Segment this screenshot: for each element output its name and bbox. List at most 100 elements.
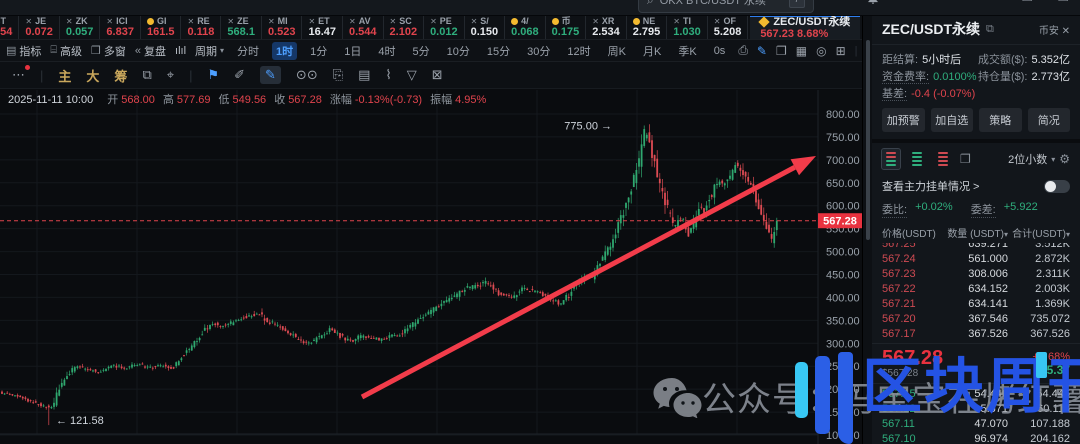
window-icon[interactable]: ❐	[1022, 0, 1033, 4]
toolbar-indicator[interactable]: ▤ 指标	[6, 45, 42, 58]
trash-icon[interactable]: ⊠	[431, 67, 443, 82]
ticker-item-4/[interactable]: 4/0.068	[505, 15, 546, 39]
pencil-icon[interactable]: ✎	[756, 43, 767, 58]
timeframe-15分[interactable]: 15分	[486, 45, 511, 58]
orderbook-row[interactable]: 567.15 54.446 54.446	[872, 386, 1080, 401]
ruler-icon[interactable]: ✐	[234, 67, 246, 82]
window-icon-2[interactable]: ❐	[1058, 0, 1069, 4]
magnet-icon[interactable]: ⌇	[385, 67, 392, 82]
ticker-item-TI[interactable]: ✕ TI 1.030	[667, 15, 708, 39]
candlestick-chart[interactable]: 800.00750.00700.00650.00600.00550.00500.…	[0, 90, 862, 444]
timeframe-季K[interactable]: 季K	[678, 45, 697, 58]
template-edit-icon[interactable]: ⧉	[142, 67, 152, 82]
panel-button-策略[interactable]: 策略	[979, 108, 1022, 132]
fullscreen-icon[interactable]: ⊞	[835, 43, 846, 58]
timeframe-10分[interactable]: 10分	[446, 45, 470, 58]
symbol-search[interactable]: ⌕ OKX BTC/USDT 永续 /	[638, 0, 814, 13]
more-icon[interactable]: ⋯	[12, 65, 30, 82]
ticker-item-PE[interactable]: ✕ PE 0.012	[424, 15, 465, 39]
pattern-icon[interactable]: ⊙⊙	[295, 67, 318, 82]
ticker-item-币[interactable]: 币 0.175	[546, 15, 587, 39]
orderbook-row[interactable]: 567.22 634.152 2.003K	[872, 281, 1080, 296]
target-icon[interactable]: ◎	[816, 43, 827, 58]
binance-icon	[632, 18, 640, 25]
camera-icon[interactable]: ⎙	[738, 43, 748, 57]
timeframe-1时[interactable]: 1时	[272, 41, 298, 60]
ticker-item-SC[interactable]: ✕ SC 2.102	[384, 15, 425, 39]
copy-icon[interactable]: ⧉	[986, 22, 994, 35]
timeframe-月K[interactable]: 月K	[643, 45, 662, 58]
active-symbol-tab[interactable]: ZEC/USDT永续 567.23 8.68%	[750, 15, 861, 39]
ticker-item-S/[interactable]: ✕ S/0.150	[465, 15, 506, 39]
crosshair-icon[interactable]: ⌖	[166, 67, 175, 82]
currency-select[interactable]: USD▾	[906, 0, 936, 1]
toolbar-advanced[interactable]: ⌸ 高级	[50, 44, 83, 58]
bookmark-icon[interactable]: ⚑	[207, 67, 220, 82]
ticker-item-ZK[interactable]: ✕ ZK 0.057	[60, 15, 101, 39]
ticker-item-JE[interactable]: ✕ JE 0.072	[19, 15, 60, 39]
timeframe-0s[interactable]: 0s	[713, 44, 726, 57]
ticker-item-MI[interactable]: ✕ MI 0.523	[262, 15, 303, 39]
timeframe-4时[interactable]: 4时	[378, 45, 396, 58]
toolbar-multi-window[interactable]: ❒ 多窗	[91, 45, 126, 58]
note-icon[interactable]: ▤	[358, 67, 371, 82]
svg-text:250.00: 250.00	[826, 361, 860, 373]
timeframe-30分[interactable]: 30分	[527, 45, 551, 58]
timeframe-12时[interactable]: 12时	[567, 45, 591, 58]
orderbook-row[interactable]: 567.12 5.671 60.118	[872, 401, 1080, 416]
mode-筹[interactable]: 筹	[114, 68, 128, 84]
timeframe-5分[interactable]: 5分	[412, 45, 430, 58]
new-window-icon[interactable]: ❐	[775, 43, 787, 58]
panel-button-加预警[interactable]: 加预警	[882, 108, 925, 132]
orderbook-row[interactable]: 567.21 634.141 1.369K	[872, 296, 1080, 311]
mode-大[interactable]: 大	[86, 68, 100, 84]
svg-text:200.00: 200.00	[826, 384, 860, 396]
ticker-item-OF[interactable]: ✕ OF 5.208	[708, 15, 749, 39]
ticker-item-AV[interactable]: ✕ AV 0.544	[343, 15, 384, 39]
orderbook-row[interactable]: 567.24 561.000 2.872K	[872, 251, 1080, 266]
gear-icon[interactable]: ⚙	[1059, 152, 1070, 166]
toolbar-replay[interactable]: «复盘	[134, 44, 167, 58]
mode-主[interactable]: 主	[58, 68, 72, 84]
draw-pencil-icon[interactable]: ✎	[260, 66, 281, 84]
decimals-select[interactable]: 2位小数 ▾ ⚙	[1008, 152, 1070, 166]
orderbook-row[interactable]: 567.20 367.546 735.072	[872, 311, 1080, 326]
scrollbar-thumb[interactable]	[866, 40, 870, 240]
main-orders-link[interactable]: 查看主力挂单情况 >	[882, 181, 980, 193]
basis-value: -0.4 (-0.07%)	[911, 87, 976, 100]
clipboard-icon[interactable]: ⎘	[332, 67, 344, 82]
book-bids-icon[interactable]	[908, 149, 926, 169]
timeframe-分时[interactable]: 分时	[237, 45, 260, 58]
ticker-item-GI[interactable]: GI 161.5	[141, 15, 182, 39]
ticker-item-XR[interactable]: ✕ XR 2.534	[586, 15, 627, 39]
period-dropdown[interactable]: 周期 ▾	[195, 45, 225, 58]
ticker-item-ET[interactable]: ✕ ET 16.47	[302, 15, 343, 39]
ticker-item-BT[interactable]: BT654	[0, 15, 20, 39]
ob-total: 107.188	[1030, 417, 1070, 430]
okx-icon: ✕	[470, 17, 478, 26]
panel-button-加自选[interactable]: 加自选	[930, 108, 973, 132]
main-orders-toggle[interactable]	[1044, 179, 1070, 193]
orderbook-row[interactable]: 567.25 639.271 3.512K	[872, 243, 1080, 251]
bell-icon[interactable]	[866, 0, 880, 5]
orderbook-row[interactable]: 567.11 47.070 107.188	[872, 416, 1080, 431]
panel-button-简况[interactable]: 简况	[1027, 108, 1070, 132]
image-icon[interactable]: ▦	[795, 43, 808, 58]
volume-style-icon[interactable]: ılıl	[175, 44, 187, 57]
orderbook-row[interactable]: 567.23 308.006 2.311K	[872, 266, 1080, 281]
ticker-item-RE[interactable]: ✕ RE 0.118	[181, 15, 222, 39]
ticker-item-ZE[interactable]: ✕ ZE 568.1	[221, 15, 262, 39]
ticker-item-NE[interactable]: NE 2.795	[627, 15, 668, 39]
chart-area: ⋯ | 主大筹 ⧉ ⌖ | ⚑ ✐ ✎ ⊙⊙ ⎘ ▤ ⌇ ▽ ⊠ 2025-11-11 10:00 开 568.…	[0, 62, 886, 444]
orderbook-row[interactable]: 567.10 96.974 204.162	[872, 431, 1080, 444]
timeframe-1日[interactable]: 1日	[344, 45, 362, 58]
book-combined-icon[interactable]	[881, 148, 901, 170]
book-asks-icon[interactable]	[934, 149, 952, 169]
timeframe-1分[interactable]: 1分	[310, 45, 328, 58]
popout-icon[interactable]: ❐	[960, 152, 971, 166]
filter-icon[interactable]: ▽	[406, 67, 417, 82]
panel-buttons: 加预警 加自选 策略 简况	[872, 103, 1080, 139]
timeframe-周K[interactable]: 周K	[607, 45, 626, 58]
orderbook-row[interactable]: 567.17 367.526 367.526	[872, 326, 1080, 341]
ticker-item-ICI[interactable]: ✕ ICI 6.837	[100, 15, 141, 39]
